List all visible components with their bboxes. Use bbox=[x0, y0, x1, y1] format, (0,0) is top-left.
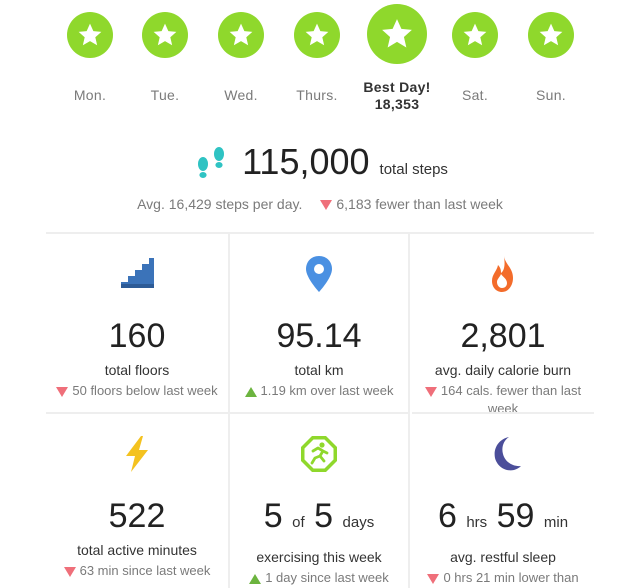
day-label: Sun. bbox=[536, 87, 566, 103]
day-label: Sat. bbox=[461, 87, 489, 103]
floors-caption: total floors bbox=[104, 362, 170, 378]
total-steps-unit: total steps bbox=[379, 161, 448, 178]
down-arrow-icon bbox=[320, 200, 333, 211]
down-arrow-icon bbox=[63, 566, 76, 577]
distance-caption: total km bbox=[294, 362, 344, 378]
floors-delta-text: 50 floors below last week bbox=[72, 383, 218, 398]
star-badge-icon bbox=[142, 12, 188, 58]
active-minutes-delta-text: 63 min since last week bbox=[79, 563, 211, 578]
exercise-days-of: of bbox=[292, 514, 305, 531]
exercise-days-unit: days bbox=[342, 514, 375, 531]
stats-grid: 160 total floors 50 floors below last we… bbox=[46, 232, 594, 588]
day-label: Tue. bbox=[150, 87, 180, 103]
exercise-days-total: 5 bbox=[314, 497, 334, 535]
active-minutes-caption: total active minutes bbox=[77, 542, 197, 558]
star-badge-icon bbox=[218, 12, 264, 58]
best-day-steps: 18,353 bbox=[374, 96, 420, 112]
exercise-days-delta: 1 day since last week bbox=[230, 569, 408, 587]
best-day-title: Best Day! bbox=[363, 79, 431, 95]
steps-change: 6,183 fewer than last week bbox=[320, 196, 503, 212]
down-arrow-icon bbox=[424, 386, 437, 397]
sleep-value: 6 hrs 59 min bbox=[412, 498, 594, 541]
average-steps-text: Avg. 16,429 steps per day. bbox=[137, 196, 303, 212]
day-sunday[interactable]: Sun. bbox=[513, 12, 589, 103]
day-label: Mon. bbox=[73, 87, 107, 103]
flame-icon bbox=[492, 256, 513, 292]
total-steps-value: 115,000 bbox=[242, 141, 370, 182]
star-badge-icon bbox=[452, 12, 498, 58]
footsteps-icon bbox=[198, 147, 225, 178]
exercise-octagon-icon bbox=[301, 436, 337, 472]
day-monday[interactable]: Mon. bbox=[52, 12, 128, 103]
steps-change-text: 6,183 fewer than last week bbox=[336, 196, 503, 212]
calories-card[interactable]: 2,801 avg. daily calorie burn 164 cals. … bbox=[412, 234, 594, 416]
down-arrow-icon bbox=[427, 573, 440, 584]
floors-card[interactable]: 160 total floors 50 floors below last we… bbox=[46, 234, 228, 412]
exercise-days-value: 5 of 5 days bbox=[230, 498, 408, 541]
active-minutes-value: 522 bbox=[108, 497, 166, 535]
day-friday-best[interactable]: Best Day! 18,353 bbox=[355, 4, 439, 113]
star-badge-icon bbox=[67, 12, 113, 58]
distance-delta: 1.19 km over last week bbox=[230, 382, 408, 400]
active-minutes-delta: 63 min since last week bbox=[46, 562, 228, 580]
calories-caption: avg. daily calorie burn bbox=[434, 362, 572, 378]
distance-card[interactable]: 95.14 total km 1.19 km over last week bbox=[228, 234, 410, 412]
stairs-icon bbox=[121, 258, 154, 288]
day-saturday[interactable]: Sat. bbox=[437, 12, 513, 103]
sleep-hours: 6 bbox=[437, 497, 457, 535]
day-label: Thurs. bbox=[296, 87, 338, 103]
star-badge-icon bbox=[294, 12, 340, 58]
week-days-row: Mon. Tue. Wed. Thurs. Best Day! 18,353 S… bbox=[0, 0, 640, 130]
day-thursday[interactable]: Thurs. bbox=[279, 12, 355, 103]
distance-delta-text: 1.19 km over last week bbox=[260, 383, 394, 398]
distance-value: 95.14 bbox=[276, 317, 362, 355]
exercise-days-delta-text: 1 day since last week bbox=[265, 570, 389, 585]
exercise-days-caption: exercising this week bbox=[256, 549, 382, 565]
sleep-minutes-unit: min bbox=[543, 514, 569, 531]
calories-value: 2,801 bbox=[460, 317, 546, 355]
down-arrow-icon bbox=[56, 386, 69, 397]
total-steps-section: 115,000 total steps Avg. 16,429 steps pe… bbox=[0, 141, 640, 213]
active-minutes-card[interactable]: 522 total active minutes 63 min since la… bbox=[46, 412, 228, 588]
exercise-days-count: 5 bbox=[263, 497, 283, 535]
sleep-delta: 0 hrs 21 min lower than last week bbox=[412, 569, 594, 588]
day-label: Wed. bbox=[224, 87, 258, 103]
best-day-label: Best Day! 18,353 bbox=[355, 79, 439, 113]
sleep-card[interactable]: 6 hrs 59 min avg. restful sleep 0 hrs 21… bbox=[412, 412, 594, 588]
sleep-hours-unit: hrs bbox=[466, 514, 488, 531]
up-arrow-icon bbox=[244, 386, 257, 397]
exercise-days-card[interactable]: 5 of 5 days exercising this week 1 day s… bbox=[228, 412, 410, 588]
moon-icon bbox=[494, 437, 521, 471]
lightning-icon bbox=[126, 436, 148, 472]
floors-value: 160 bbox=[108, 317, 166, 355]
sleep-minutes: 59 bbox=[496, 497, 535, 535]
day-wednesday[interactable]: Wed. bbox=[203, 12, 279, 103]
up-arrow-icon bbox=[249, 573, 262, 584]
star-badge-icon bbox=[528, 12, 574, 58]
sleep-caption: avg. restful sleep bbox=[450, 549, 556, 565]
location-pin-icon bbox=[306, 256, 332, 292]
sleep-delta-text: 0 hrs 21 min lower than last week bbox=[443, 570, 579, 585]
star-badge-icon bbox=[367, 4, 427, 64]
floors-delta: 50 floors below last week bbox=[46, 382, 228, 400]
day-tuesday[interactable]: Tue. bbox=[127, 12, 203, 103]
